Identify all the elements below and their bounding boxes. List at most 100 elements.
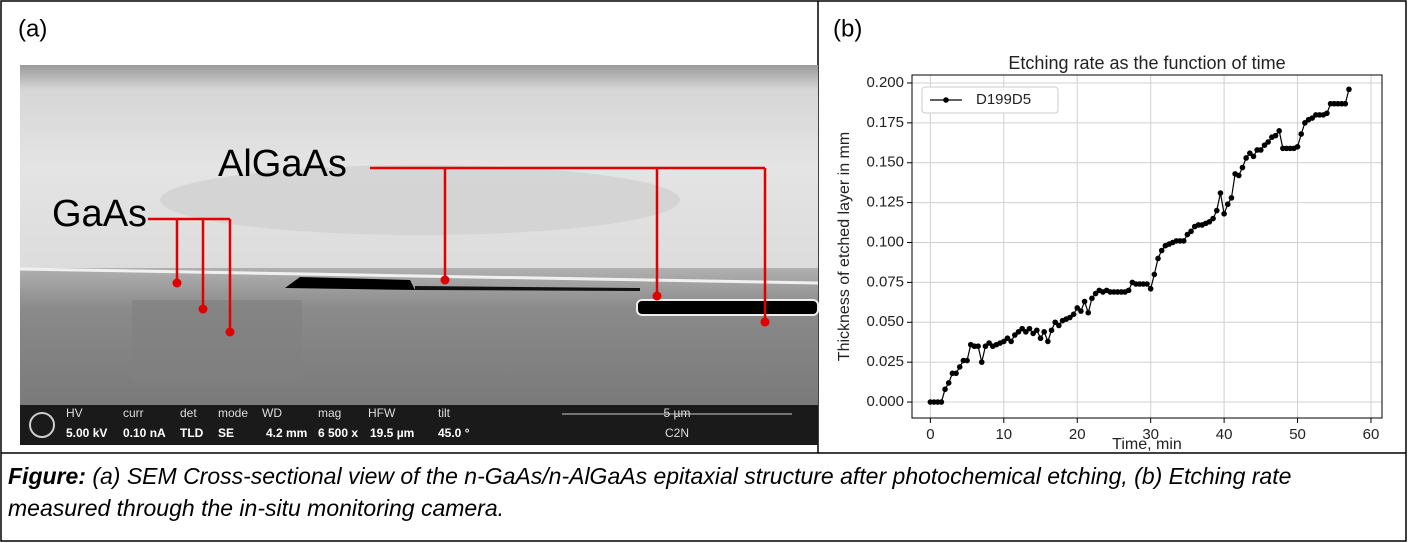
x-tick-label: 20 xyxy=(1069,426,1086,443)
info-header: HV xyxy=(66,406,83,420)
info-value: SE xyxy=(218,426,234,440)
marker xyxy=(1074,305,1081,311)
marker xyxy=(1085,309,1092,316)
marker xyxy=(1239,164,1246,171)
sem-surface xyxy=(19,267,819,285)
caption-text: (a) SEM Cross-sectional view of the n-Ga… xyxy=(8,463,1292,521)
y-tick-label: 0.100 xyxy=(866,233,904,250)
marker xyxy=(1004,335,1011,342)
marker xyxy=(1037,335,1044,342)
marker xyxy=(1000,338,1007,345)
marker xyxy=(1155,255,1161,262)
marker xyxy=(1092,290,1099,297)
marker xyxy=(1224,201,1231,208)
marker xyxy=(1070,311,1077,318)
x-tick-label: 60 xyxy=(1363,426,1380,443)
marker xyxy=(1294,143,1301,150)
layer-label: GaAs xyxy=(52,193,147,235)
dot xyxy=(440,275,450,285)
caption-label: Figure: xyxy=(8,463,86,489)
y-tick-label: 0.025 xyxy=(866,353,904,370)
marker xyxy=(1056,322,1062,329)
sem-cavity xyxy=(415,286,640,291)
legend-marker xyxy=(943,97,949,103)
marker xyxy=(1302,120,1308,126)
marker xyxy=(1261,142,1268,148)
pointer-dots xyxy=(172,275,770,337)
marker xyxy=(1041,329,1047,335)
marker xyxy=(1151,271,1158,278)
marker xyxy=(1012,332,1018,338)
y-tick-label: 0.175 xyxy=(866,114,904,131)
panel-label: (a) xyxy=(18,15,47,42)
marker xyxy=(1030,330,1036,337)
marker xyxy=(978,359,985,365)
x-tick-label: 50 xyxy=(1289,426,1306,443)
y-tick-label: 0.125 xyxy=(866,194,904,211)
marker xyxy=(1221,210,1227,217)
info-value: 5.00 kV xyxy=(66,426,107,440)
marker xyxy=(1228,195,1235,201)
dot xyxy=(652,291,662,301)
marker xyxy=(1180,238,1187,244)
legend-label: D199D5 xyxy=(976,91,1031,108)
marker xyxy=(1210,215,1216,222)
y-tick-label: 0.075 xyxy=(866,273,904,290)
marker xyxy=(1250,153,1257,160)
marker xyxy=(1298,131,1305,137)
marker xyxy=(1272,132,1279,139)
sem-texture xyxy=(132,300,302,380)
marker xyxy=(1019,325,1025,332)
marker xyxy=(1324,110,1330,117)
info-value: 4.2 mm xyxy=(266,426,307,440)
marker xyxy=(1158,247,1165,254)
marker xyxy=(1125,287,1132,294)
marker xyxy=(1206,218,1213,225)
sem-texture xyxy=(160,165,680,235)
sem-cavity xyxy=(636,299,819,316)
info-header: tilt xyxy=(438,406,451,420)
marker xyxy=(1015,329,1022,335)
layer-label: AlGaAs xyxy=(218,143,347,185)
x-tick-label: 40 xyxy=(1216,426,1233,443)
marker xyxy=(1045,338,1051,345)
marker xyxy=(1309,115,1316,121)
marker xyxy=(1276,128,1282,134)
scale-label: 5 µm xyxy=(664,406,691,420)
marker xyxy=(1147,285,1154,292)
info-value: 45.0 ° xyxy=(438,426,470,440)
y-tick-label: 0.200 xyxy=(866,74,904,91)
y-tick-label: 0.000 xyxy=(866,393,904,410)
marker xyxy=(1342,100,1349,107)
info-header: mag xyxy=(318,406,341,420)
dot xyxy=(172,278,182,288)
info-value: 0.10 nA xyxy=(123,426,166,440)
info-header: HFW xyxy=(368,406,396,420)
marker xyxy=(1213,207,1220,214)
info-header: det xyxy=(180,406,197,420)
x-axis-label: Time, min xyxy=(1112,436,1182,453)
marker xyxy=(945,380,952,386)
marker xyxy=(1243,155,1249,161)
marker xyxy=(1052,319,1059,326)
y-axis-label: Thickness of etched layer in mm xyxy=(836,132,853,361)
pointer xyxy=(148,217,232,332)
dot xyxy=(225,327,235,337)
marker xyxy=(1089,295,1095,302)
info-header: mode xyxy=(218,406,248,420)
marker xyxy=(1144,281,1150,287)
marker xyxy=(1078,308,1084,314)
x-tick-label: 10 xyxy=(995,426,1012,443)
chart-title: Etching rate as the function of time xyxy=(1008,53,1285,73)
marker xyxy=(964,357,970,364)
info-header: WD xyxy=(262,406,282,420)
info-value: TLD xyxy=(180,426,204,440)
x-tick-label: 0 xyxy=(926,426,934,443)
marker xyxy=(982,343,989,350)
marker xyxy=(1048,327,1055,334)
marker xyxy=(1184,231,1191,238)
marker xyxy=(956,364,963,370)
